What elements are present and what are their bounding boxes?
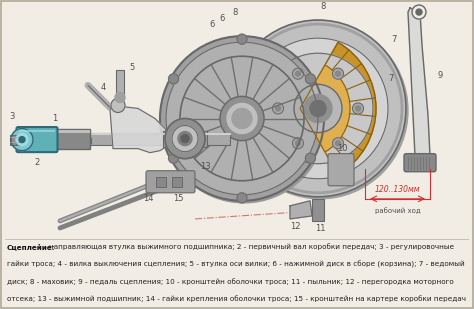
Circle shape [181,134,189,142]
Circle shape [295,141,301,146]
Circle shape [353,103,364,114]
Bar [156,177,166,187]
Circle shape [16,133,28,146]
Circle shape [160,36,324,201]
Text: отсека; 13 - выжимной подшипник; 14 - гайки крепления оболочки троса; 15 - кронш: отсека; 13 - выжимной подшипник; 14 - га… [7,295,466,302]
Text: 9: 9 [438,71,443,80]
Circle shape [292,138,303,149]
Text: 4: 4 [100,83,106,92]
Circle shape [294,84,342,133]
Text: 10: 10 [337,144,347,153]
Circle shape [115,92,125,102]
Polygon shape [110,105,178,153]
Bar [172,177,182,187]
Circle shape [332,138,344,149]
Circle shape [336,71,340,76]
Text: 3: 3 [9,112,15,121]
Polygon shape [408,8,430,159]
Bar [163,130,207,146]
Circle shape [232,22,408,199]
Text: 8: 8 [232,7,237,17]
Circle shape [178,132,192,146]
Circle shape [332,68,344,79]
Text: 8: 8 [320,2,326,11]
Circle shape [19,137,25,142]
Circle shape [356,106,361,111]
Bar [55,133,230,145]
Text: 1: 1 [52,113,58,122]
Circle shape [273,103,283,114]
FancyBboxPatch shape [146,171,195,193]
FancyBboxPatch shape [17,127,57,152]
Circle shape [237,34,247,44]
Circle shape [169,153,179,163]
Circle shape [237,193,247,203]
Circle shape [304,95,332,122]
FancyBboxPatch shape [328,154,354,186]
Text: 12: 12 [290,222,300,231]
Circle shape [275,106,281,111]
Wedge shape [300,42,376,175]
Circle shape [336,141,340,146]
Circle shape [248,38,388,179]
Text: Сцепление:: Сцепление: [7,243,55,250]
Circle shape [165,118,205,159]
Circle shape [305,153,315,163]
Text: диск; 8 - маховик; 9 - педаль сцепления; 10 - кронштейн оболочки троса; 11 - пыл: диск; 8 - маховик; 9 - педаль сцепления;… [7,278,454,285]
Bar [116,70,124,100]
Circle shape [166,42,318,195]
Wedge shape [300,65,350,152]
Text: 14: 14 [143,194,153,203]
Text: гайки троса; 4 - вилка выключения сцепления; 5 - втулка оси вилки; 6 - нажимной : гайки троса; 4 - вилка выключения сцепле… [7,261,465,268]
Bar [55,129,90,133]
Text: рабочий ход: рабочий ход [374,207,420,214]
Circle shape [305,74,315,84]
Circle shape [220,96,264,141]
Bar [55,129,90,149]
Bar [17,134,23,145]
Text: 5: 5 [129,63,135,72]
Circle shape [111,98,125,112]
Circle shape [295,71,301,76]
Circle shape [11,129,33,150]
Circle shape [263,53,373,164]
Text: 120..130мм: 120..130мм [375,185,420,194]
Text: 13: 13 [200,162,210,171]
Text: 6: 6 [210,19,215,29]
Text: 15: 15 [173,194,183,203]
Bar [312,199,324,221]
Circle shape [292,68,303,79]
Circle shape [169,74,179,84]
Circle shape [230,20,406,197]
Bar [10,134,16,145]
Circle shape [162,38,326,203]
Circle shape [310,100,326,116]
Circle shape [172,125,198,152]
Text: 11: 11 [315,224,325,233]
Polygon shape [290,201,312,219]
Circle shape [412,5,426,19]
Circle shape [416,9,422,15]
Text: 7: 7 [388,74,394,83]
Text: 2: 2 [35,158,40,167]
Text: 7: 7 [392,35,397,44]
Text: 6: 6 [219,14,225,23]
FancyBboxPatch shape [404,154,436,172]
Circle shape [227,104,257,133]
Text: 1 - направляющая втулка выжимного подшипника; 2 - первичный вал коробки передач;: 1 - направляющая втулка выжимного подшип… [35,243,454,250]
Circle shape [232,108,252,129]
